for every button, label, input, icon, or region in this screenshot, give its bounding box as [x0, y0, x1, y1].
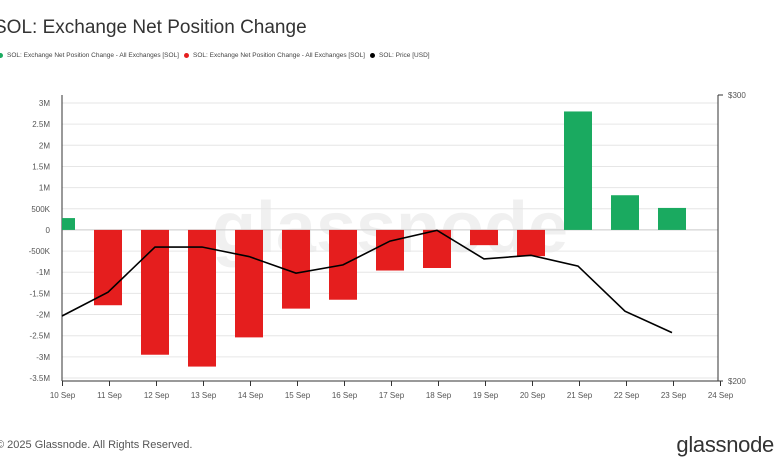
y-tick-label: -1M	[36, 268, 50, 277]
x-tick-label: 15 Sep	[285, 391, 311, 400]
x-tick-label: 18 Sep	[426, 391, 452, 400]
x-tick-label: 22 Sep	[614, 391, 640, 400]
y-tick-label: 2.5M	[32, 120, 50, 129]
x-tick-label: 17 Sep	[379, 391, 405, 400]
x-tick-label: 12 Sep	[144, 391, 170, 400]
bar-negative[interactable]	[470, 229, 498, 246]
x-tick-label: 14 Sep	[238, 391, 264, 400]
legend-dot-black	[370, 53, 375, 58]
x-tick-label: 13 Sep	[191, 391, 217, 400]
bar-positive[interactable]	[658, 207, 686, 230]
x-tick-label: 10 Sep	[50, 391, 76, 400]
bar-negative[interactable]	[94, 229, 122, 306]
legend-item-negative[interactable]: SOL: Exchange Net Position Change - All …	[184, 52, 365, 59]
brand-logo: glassnode	[676, 432, 774, 457]
y-tick-label: 0	[46, 226, 51, 235]
y-tick-label: 3M	[39, 99, 50, 108]
bar-negative[interactable]	[235, 229, 263, 338]
x-tick-label: 23 Sep	[661, 391, 687, 400]
x-tick-label: 20 Sep	[520, 391, 546, 400]
bar-positive[interactable]	[62, 218, 75, 230]
y-tick-label: 1.5M	[32, 162, 50, 171]
bar-positive[interactable]	[564, 111, 592, 230]
legend-dot-green	[0, 53, 3, 58]
bar-negative[interactable]	[141, 229, 169, 355]
right-tick-label: $200	[728, 377, 746, 386]
right-tick-label: $300	[728, 91, 746, 100]
bar-negative[interactable]	[517, 229, 545, 257]
y-tick-label: -2.5M	[30, 332, 51, 341]
legend-label: SOL: Exchange Net Position Change - All …	[7, 52, 179, 59]
x-tick-label: 24 Sep	[708, 391, 734, 400]
y-tick-label: -500K	[29, 247, 51, 256]
y-tick-label: 2M	[39, 141, 50, 150]
x-tick-label: 16 Sep	[332, 391, 358, 400]
legend-item-price[interactable]: SOL: Price [USD]	[370, 52, 430, 59]
y-tick-label: -3M	[36, 353, 50, 362]
legend-item-positive[interactable]: SOL: Exchange Net Position Change - All …	[0, 52, 179, 59]
bar-negative[interactable]	[376, 229, 404, 271]
legend-label: SOL: Exchange Net Position Change - All …	[193, 52, 365, 59]
y-tick-label: -2M	[36, 311, 50, 320]
y-tick-label: 500K	[31, 205, 50, 214]
legend-label: SOL: Price [USD]	[379, 52, 430, 59]
x-tick-label: 11 Sep	[97, 391, 122, 400]
legend-dot-red	[184, 53, 189, 58]
x-tick-label: 21 Sep	[567, 391, 593, 400]
bar-negative[interactable]	[188, 229, 216, 367]
y-tick-label: -3.5M	[30, 374, 51, 383]
y-tick-label: 1M	[39, 184, 50, 193]
copyright: © 2025 Glassnode. All Rights Reserved.	[0, 439, 193, 451]
y-tick-label: -1.5M	[30, 289, 51, 298]
bar-positive[interactable]	[611, 195, 639, 230]
chart-title: SOL: Exchange Net Position Change	[0, 17, 307, 38]
price-line[interactable]	[61, 229, 673, 334]
x-tick-label: 19 Sep	[473, 391, 499, 400]
